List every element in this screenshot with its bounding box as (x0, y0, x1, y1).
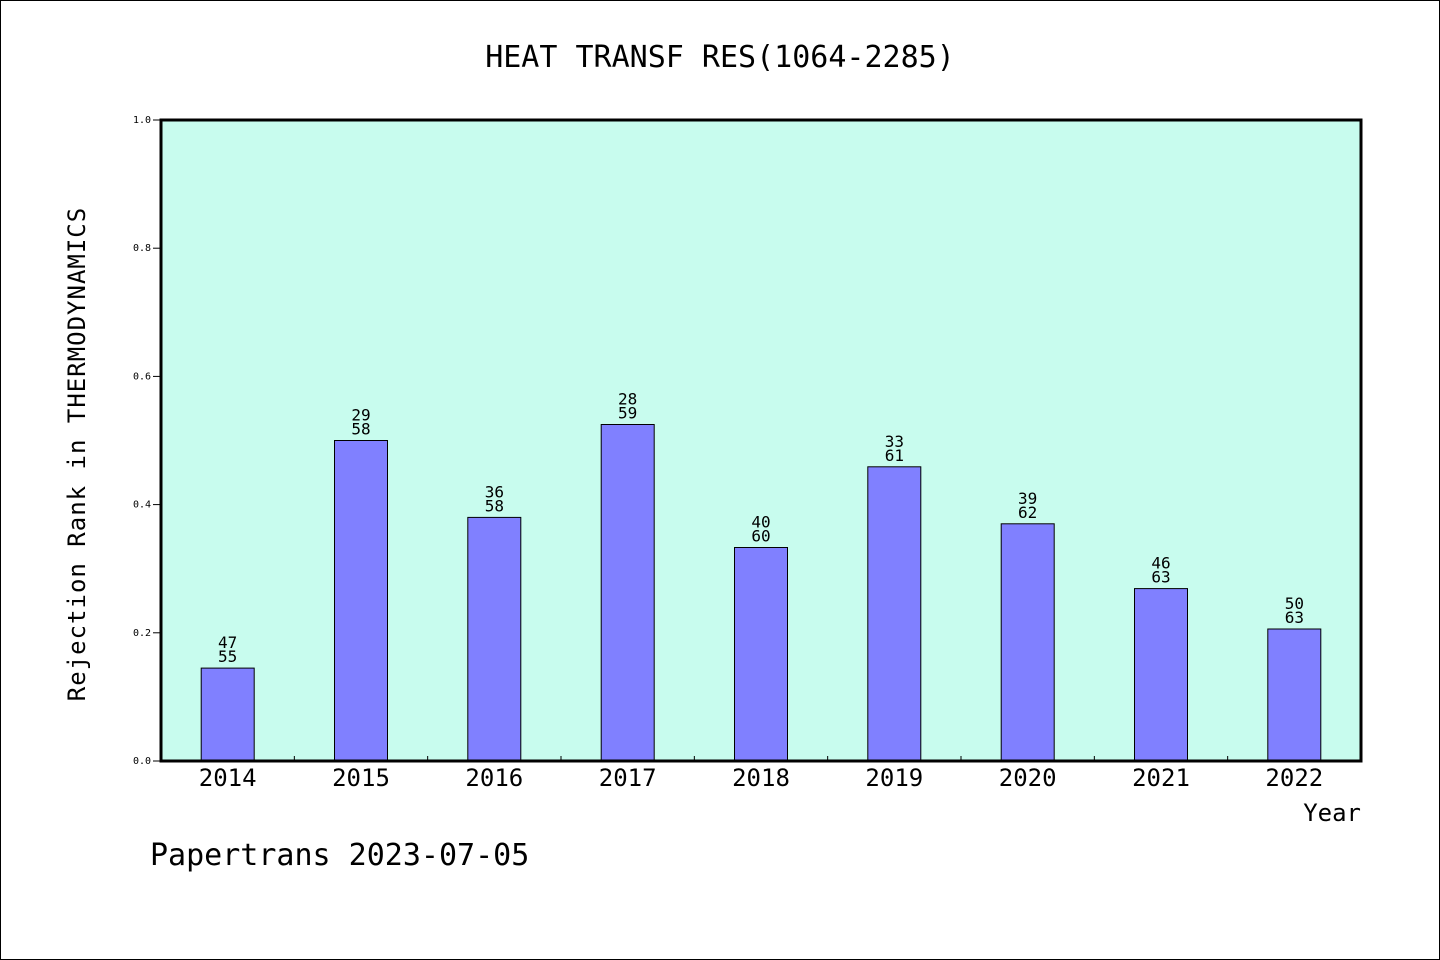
x-tick-label-2020: 2020 (999, 764, 1057, 792)
bar-label-top-2022: 50 (1285, 594, 1304, 613)
bar-2018 (734, 547, 788, 762)
bar-label-bottom-2016: 58 (485, 496, 504, 515)
x-tick-label-2015: 2015 (332, 764, 390, 792)
bar-2020 (1000, 523, 1055, 762)
x-tick-label-2016: 2016 (465, 764, 523, 792)
bar-label-top-2019: 33 (885, 432, 904, 451)
bar-label-top-2018: 40 (751, 513, 770, 532)
x-tick-label-2021: 2021 (1132, 764, 1190, 792)
footer-text: Papertrans 2023-07-05 (150, 838, 529, 873)
bar-label-bottom-2022: 63 (1285, 608, 1304, 627)
x-tick-label-2018: 2018 (732, 764, 790, 792)
y-tick-label: 1.0 (133, 115, 151, 126)
bar-2017 (600, 424, 655, 762)
bar-label-top-2021: 46 (1151, 554, 1170, 573)
x-tick-label-2022: 2022 (1265, 764, 1323, 792)
bar-label-bottom-2018: 60 (751, 527, 770, 546)
y-tick-label: 0.0 (133, 756, 151, 767)
y-tick-label: 0.2 (133, 628, 151, 639)
bar-2021 (1134, 588, 1188, 762)
bar-label-top-2017: 28 (618, 390, 637, 409)
x-tick-label-2014: 2014 (199, 764, 257, 792)
x-tick-label-2017: 2017 (599, 764, 657, 792)
bar-label-bottom-2014: 55 (218, 647, 237, 666)
bar-label-top-2016: 36 (485, 482, 504, 501)
x-axis-label: Year (1303, 799, 1361, 827)
bar-label-bottom-2020: 62 (1018, 503, 1037, 522)
bar-2019 (867, 466, 922, 762)
y-tick-label: 0.8 (133, 243, 151, 254)
bar-label-bottom-2019: 61 (885, 446, 904, 465)
y-axis: 0.0 0.2 0.4 0.6 0.8 1.0 (133, 115, 161, 767)
chart-title: HEAT TRANSF RES(1064-2285) (485, 40, 955, 75)
x-tick-label-2019: 2019 (865, 764, 923, 792)
y-tick-label: 0.4 (133, 500, 151, 511)
x-axis: 2014 2015 2016 2017 2018 2019 2020 2021 2022 (199, 756, 1323, 792)
bar-label-top-2020: 39 (1018, 489, 1037, 508)
bar-label-bottom-2015: 58 (351, 420, 370, 439)
bar-label-bottom-2021: 63 (1151, 568, 1170, 587)
bar-2022 (1267, 628, 1322, 762)
bar-label-bottom-2017: 59 (618, 404, 637, 423)
bar-2015 (334, 440, 388, 762)
bar-2014 (200, 667, 255, 762)
bar-2016 (467, 516, 522, 762)
y-axis-label: Rejection Rank in THERMODYNAMICS (63, 207, 91, 701)
bar-label-top-2015: 29 (351, 406, 370, 425)
bar-label-top-2014: 47 (218, 633, 237, 652)
y-tick-label: 0.6 (133, 371, 151, 382)
plot-border (159, 118, 1363, 763)
